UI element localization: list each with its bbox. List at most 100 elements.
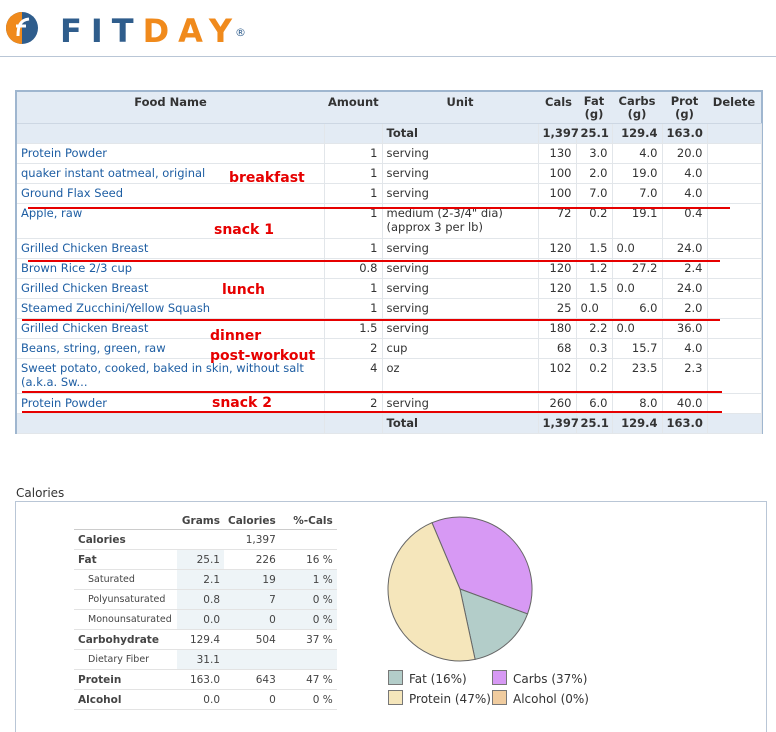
food-unit[interactable]: serving [382,183,539,204]
nutrient-pct [279,529,337,550]
nutrient-pct: 0 % [279,609,337,630]
nutrient-row: Saturated 2.1 19 1 % [74,569,337,590]
col-amount: Amount [324,92,382,124]
food-unit[interactable]: serving [382,393,539,414]
food-link[interactable]: quaker instant oatmeal, original [17,163,325,184]
total-row-top: Total 1,397 25.1 129.4 163.0 [17,123,762,144]
food-unit[interactable]: serving [382,298,539,319]
food-prot: 36.0 [662,318,708,339]
nutrient-label: Fat [74,549,177,570]
food-unit[interactable]: oz [382,358,539,394]
nutrient-pct: 37 % [279,629,337,650]
nutrient-calories: 1,397 [224,529,280,550]
food-fat: 1.5 [576,278,613,299]
food-fat: 0.2 [576,203,613,239]
food-cals: 100 [538,163,577,184]
food-fat: 1.2 [576,258,613,279]
food-amount[interactable]: 1.5 [324,318,383,339]
food-amount[interactable]: 1 [324,143,383,164]
food-log-panel: Food Name Amount Unit Cals Fat (g) Carbs… [15,90,763,434]
nutrient-label: Dietary Fiber [74,649,177,670]
col-cals: Cals [538,92,576,124]
nutrient-header-row: Grams Calories %-Cals [74,513,337,530]
total-fat: 25.1 [576,123,613,144]
total-carbs: 129.4 [612,413,663,434]
food-link[interactable]: Beans, string, green, raw [17,338,325,359]
fitday-logo[interactable]: FITDAY® [60,12,252,50]
food-cals: 72 [538,203,577,239]
delete-cell[interactable] [707,318,762,339]
nutrient-calories: 643 [224,669,280,690]
food-amount[interactable]: 1 [324,183,383,204]
food-amount[interactable]: 2 [324,393,383,414]
legend-swatch [492,670,507,685]
food-fat: 6.0 [576,393,613,414]
food-cals: 68 [538,338,577,359]
food-amount[interactable]: 0.8 [324,258,383,279]
food-link[interactable]: Steamed Zucchini/Yellow Squash [17,298,325,319]
total-fat: 25.1 [576,413,613,434]
food-unit[interactable]: serving [382,143,539,164]
delete-cell[interactable] [707,298,762,319]
food-unit[interactable]: serving [382,258,539,279]
col-food-name: Food Name [17,92,324,124]
food-amount[interactable]: 1 [324,298,383,319]
food-link[interactable]: Brown Rice 2/3 cup [17,258,325,279]
nutrient-grams: 0.8 [177,589,224,610]
pie-slice-carbs [431,516,533,615]
food-unit[interactable]: serving [382,238,539,259]
food-prot: 2.0 [662,298,708,319]
food-amount[interactable]: 1 [324,163,383,184]
table-header-row: Food Name Amount Unit Cals Fat (g) Carbs… [17,92,761,124]
delete-cell[interactable] [707,358,762,394]
food-amount[interactable]: 1 [324,278,383,299]
annotation-dinner: dinner [210,328,262,344]
nutrient-label: Carbohydrate [74,629,177,650]
food-amount[interactable]: 4 [324,358,383,394]
food-link[interactable]: Apple, raw [17,203,325,239]
food-carbs: 4.0 [612,143,663,164]
food-cals: 120 [538,238,577,259]
food-link[interactable]: Ground Flax Seed [17,183,325,204]
delete-cell[interactable] [707,238,762,259]
delete-cell[interactable] [707,338,762,359]
food-link[interactable]: Grilled Chicken Breast [17,318,325,339]
food-unit[interactable]: cup [382,338,539,359]
food-amount[interactable]: 1 [324,203,383,239]
nutrient-calories: 0 [224,609,280,630]
total-carbs: 129.4 [612,123,663,144]
food-link[interactable]: Grilled Chicken Breast [17,278,325,299]
food-unit[interactable]: serving [382,278,539,299]
food-amount[interactable]: 2 [324,338,383,359]
food-amount[interactable]: 1 [324,238,383,259]
food-link[interactable]: Protein Powder [17,393,325,414]
table-row: Protein Powder 2 serving 260 6.0 8.0 40.… [17,393,762,414]
legend-label: Protein (47%) [409,692,491,706]
food-unit[interactable]: serving [382,163,539,184]
delete-cell[interactable] [707,258,762,279]
nutrient-row: Carbohydrate 129.4 504 37 % [74,629,337,650]
col-carbs: Carbs (g) [612,92,662,124]
table-row: Protein Powder 1 serving 130 3.0 4.0 20.… [17,143,762,164]
delete-cell[interactable] [707,163,762,184]
food-carbs: 8.0 [612,393,663,414]
total-cals: 1,397 [538,413,579,434]
total-prot: 163.0 [662,413,708,434]
delete-cell[interactable] [707,203,762,239]
food-unit[interactable]: medium (2-3/4" dia) (approx 3 per lb) [382,203,539,239]
food-carbs: 7.0 [612,183,663,204]
delete-cell[interactable] [707,393,762,414]
delete-cell[interactable] [707,278,762,299]
delete-cell[interactable] [707,183,762,204]
delete-cell[interactable] [707,143,762,164]
nutrient-label: Polyunsaturated [74,589,177,610]
total-prot: 163.0 [662,123,708,144]
food-unit[interactable]: serving [382,318,539,339]
nutrient-grams [177,529,224,550]
food-prot: 24.0 [662,278,708,299]
food-link[interactable]: Protein Powder [17,143,325,164]
food-link[interactable]: Grilled Chicken Breast [17,238,325,259]
food-link[interactable]: Sweet potato, cooked, baked in skin, wit… [17,358,325,394]
table-row: Beans, string, green, raw 2 cup 68 0.3 1… [17,338,762,359]
annotation-breakfast: breakfast [229,170,305,186]
